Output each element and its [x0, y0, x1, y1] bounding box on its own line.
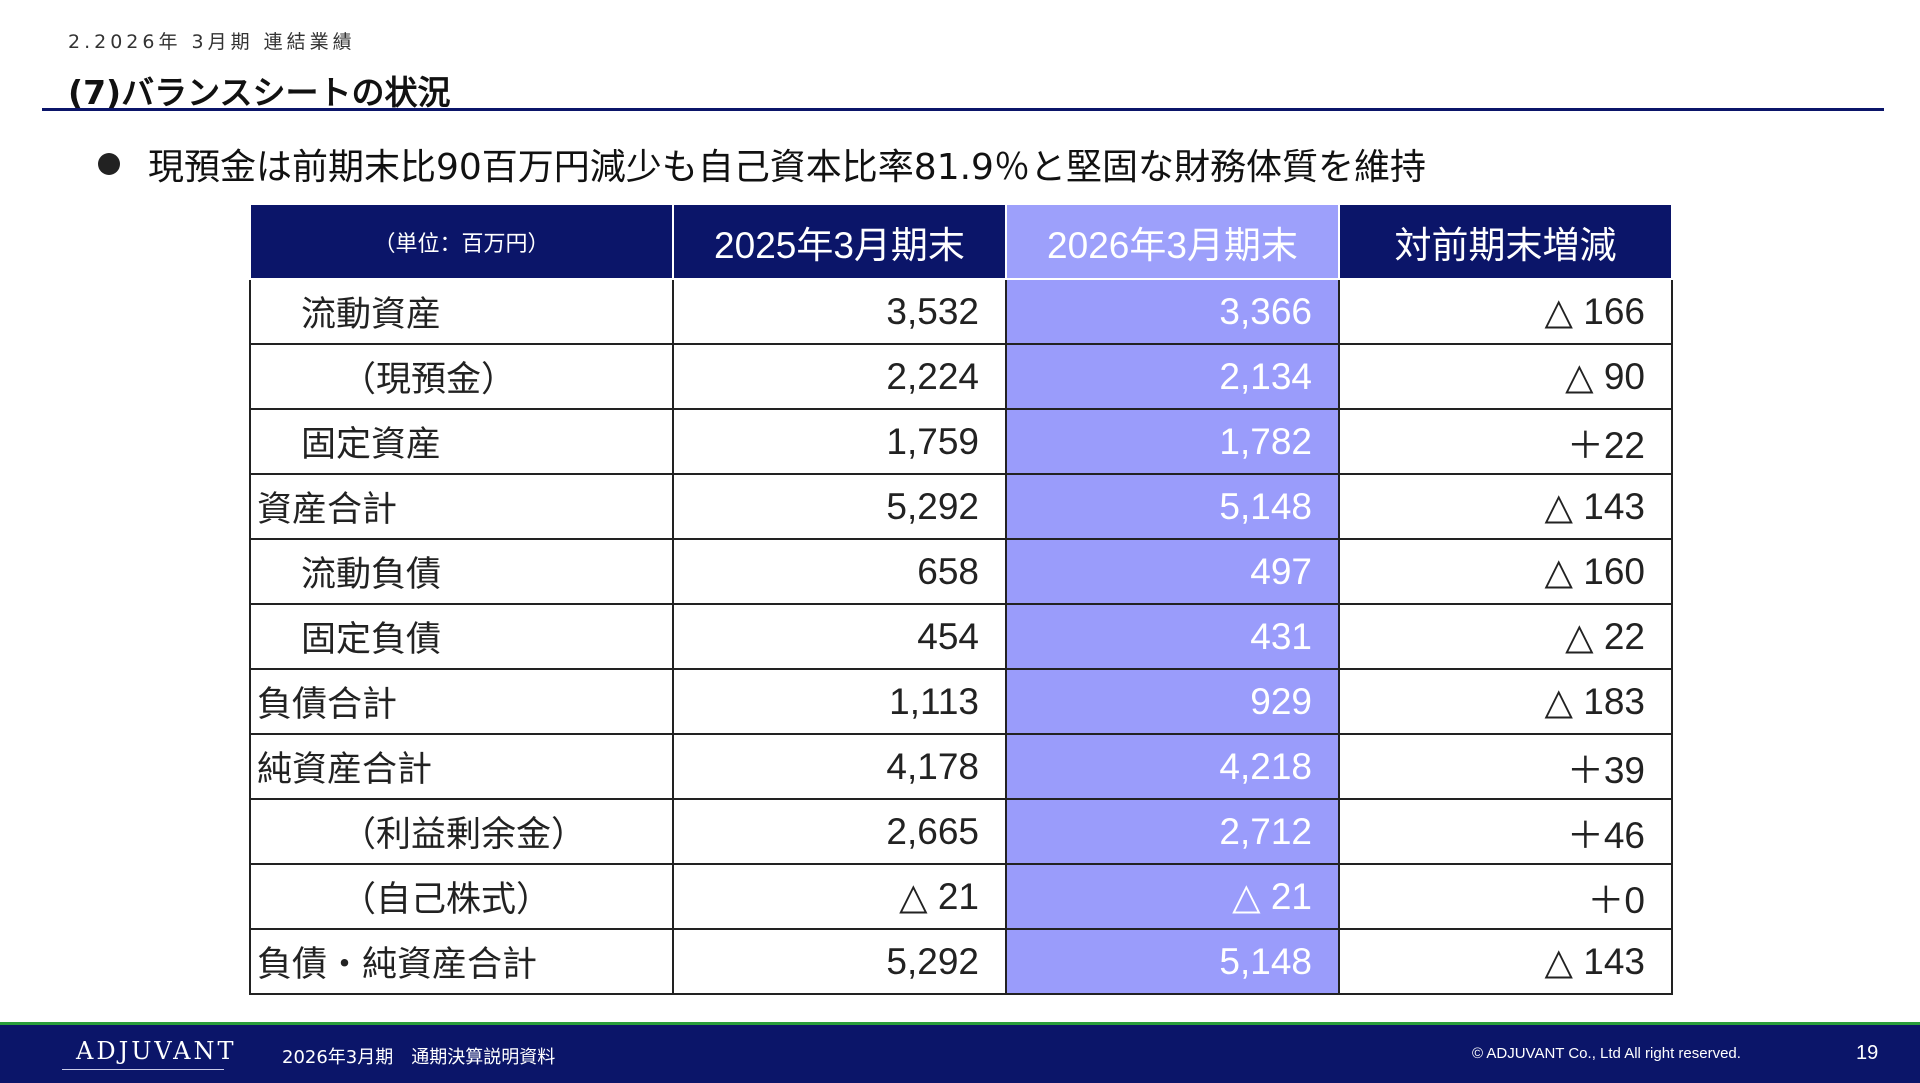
value-prev: 658 — [672, 538, 1007, 605]
value-prev: 1,113 — [672, 668, 1007, 735]
value-prev: 454 — [672, 603, 1007, 670]
table-row: 固定負債 454 431 △ 22 — [249, 603, 1673, 670]
value-curr: 5,148 — [1005, 928, 1340, 995]
value-diff: △ 166 — [1338, 279, 1673, 345]
row-label: 負債・純資産合計 — [249, 928, 674, 995]
summary-bullet: 現預金は前期末比90百万円減少も自己資本比率81.9％と堅固な財務体質を維持 — [98, 138, 1426, 190]
table-row: （自己株式） △ 21 △ 21 ＋0 — [249, 863, 1673, 930]
row-label: 流動負債 — [249, 538, 674, 605]
summary-text: 現預金は前期末比90百万円減少も自己資本比率81.9％と堅固な財務体質を維持 — [148, 147, 1426, 188]
row-label: 純資産合計 — [249, 733, 674, 800]
breadcrumb: 2.2026年 3月期 連結業績 — [68, 31, 356, 53]
value-prev: 3,532 — [672, 279, 1007, 345]
value-prev: 2,665 — [672, 798, 1007, 865]
value-diff: △ 160 — [1338, 538, 1673, 605]
value-prev: 5,292 — [672, 473, 1007, 540]
logo-underline — [62, 1069, 224, 1070]
copyright-notice: © ADJUVANT Co., Ltd All right reserved. — [1472, 1045, 1741, 1062]
value-diff: ＋39 — [1338, 733, 1673, 800]
footer-bar: ADJUVANT 2026年3月期 通期決算説明資料 © ADJUVANT Co… — [0, 1022, 1920, 1083]
value-diff: ＋0 — [1338, 863, 1673, 930]
page-title: (7)バランスシートの状況 — [68, 73, 451, 112]
value-prev: 4,178 — [672, 733, 1007, 800]
bullet-icon — [98, 153, 120, 175]
document-title: 2026年3月期 通期決算説明資料 — [282, 1047, 556, 1068]
value-prev: 5,292 — [672, 928, 1007, 995]
column-header-prev: 2025年3月期末 — [672, 203, 1007, 280]
value-curr: 497 — [1005, 538, 1340, 605]
column-header-diff: 対前期末増減 — [1338, 203, 1673, 280]
row-label: （現預金） — [249, 343, 674, 410]
value-diff: △ 143 — [1338, 473, 1673, 540]
table-row: 流動負債 658 497 △ 160 — [249, 538, 1673, 605]
value-diff: △ 183 — [1338, 668, 1673, 735]
row-label: 流動資産 — [249, 279, 674, 345]
value-diff: △ 22 — [1338, 603, 1673, 670]
title-divider — [42, 108, 1884, 111]
value-curr: 5,148 — [1005, 473, 1340, 540]
value-curr: 431 — [1005, 603, 1340, 670]
value-curr: 2,134 — [1005, 343, 1340, 410]
value-diff: ＋46 — [1338, 798, 1673, 865]
value-curr: 929 — [1005, 668, 1340, 735]
balance-sheet-table: （単位：百万円） 2025年3月期末 2026年3月期末 対前期末増減 流動資産… — [249, 203, 1673, 995]
table-header-row: （単位：百万円） 2025年3月期末 2026年3月期末 対前期末増減 — [249, 203, 1673, 280]
value-curr: 3,366 — [1005, 279, 1340, 345]
company-logo: ADJUVANT — [76, 1037, 237, 1065]
table-row: 純資産合計 4,178 4,218 ＋39 — [249, 733, 1673, 800]
table-row: （現預金） 2,224 2,134 △ 90 — [249, 343, 1673, 410]
table-row: 負債・純資産合計 5,292 5,148 △ 143 — [249, 928, 1673, 995]
row-label: （利益剰余金） — [249, 798, 674, 865]
value-curr: 4,218 — [1005, 733, 1340, 800]
row-label: 資産合計 — [249, 473, 674, 540]
row-label: （自己株式） — [249, 863, 674, 930]
table-row: 資産合計 5,292 5,148 △ 143 — [249, 473, 1673, 540]
value-prev: 2,224 — [672, 343, 1007, 410]
table-row: 固定資産 1,759 1,782 ＋22 — [249, 408, 1673, 475]
value-curr: 1,782 — [1005, 408, 1340, 475]
page-number: 19 — [1856, 1042, 1879, 1064]
table-row: （利益剰余金） 2,665 2,712 ＋46 — [249, 798, 1673, 865]
row-label: 負債合計 — [249, 668, 674, 735]
value-curr: △ 21 — [1005, 863, 1340, 930]
value-diff: ＋22 — [1338, 408, 1673, 475]
value-curr: 2,712 — [1005, 798, 1340, 865]
unit-header: （単位：百万円） — [249, 203, 674, 280]
column-header-curr: 2026年3月期末 — [1005, 203, 1340, 280]
table-row: 負債合計 1,113 929 △ 183 — [249, 668, 1673, 735]
value-diff: △ 90 — [1338, 343, 1673, 410]
value-diff: △ 143 — [1338, 928, 1673, 995]
value-prev: △ 21 — [672, 863, 1007, 930]
row-label: 固定資産 — [249, 408, 674, 475]
row-label: 固定負債 — [249, 603, 674, 670]
value-prev: 1,759 — [672, 408, 1007, 475]
table-row: 流動資産 3,532 3,366 △ 166 — [249, 279, 1673, 345]
